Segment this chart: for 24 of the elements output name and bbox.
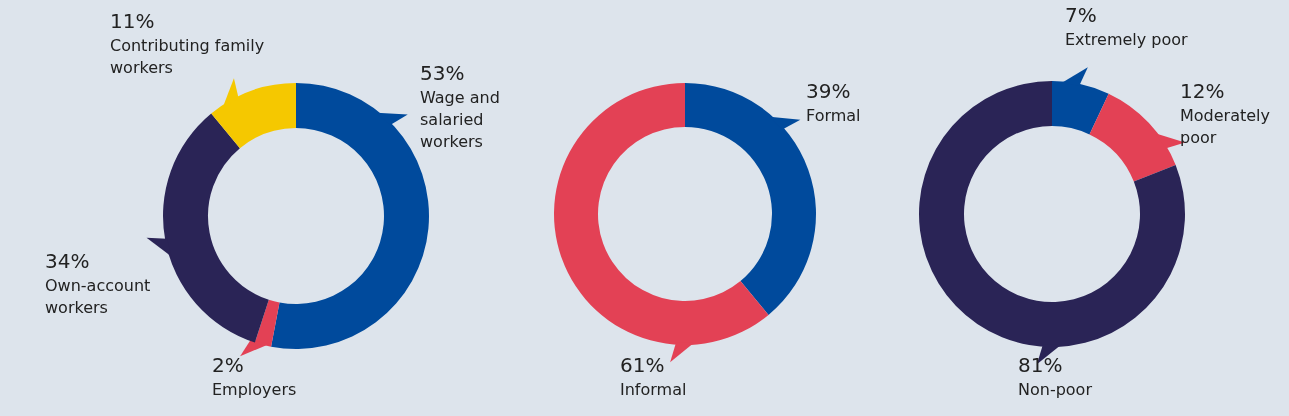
data-label: 39% [806, 79, 851, 103]
data-label: 7% [1065, 3, 1097, 27]
slice-label: Own-account workers [45, 276, 151, 317]
slice-label: Moderately poor [1180, 106, 1271, 147]
donut-slice [1052, 81, 1109, 135]
slice-label: Contributing family workers [110, 36, 265, 77]
legend-label: Wage and salaried workers [420, 88, 500, 151]
slice-label: Extremely poor [1065, 30, 1189, 49]
donut-slice [254, 299, 280, 347]
data-label: 12% [1180, 79, 1225, 103]
donut-slice [163, 113, 269, 343]
legend-label: Non-poor [1018, 380, 1093, 399]
donut-slice [211, 83, 296, 149]
data-label: 11% [110, 9, 155, 33]
donut-slice [1089, 93, 1176, 182]
data-label: 81% [1018, 353, 1063, 377]
data-label: 34% [45, 249, 90, 273]
donut-slice [554, 83, 769, 345]
slice-label: Employers [212, 380, 297, 399]
data-label: 53% [420, 61, 465, 85]
legend-label: Formal [806, 106, 861, 125]
data-label: 61% [620, 353, 665, 377]
slice-label: Informal [620, 380, 687, 399]
data-label: 2% [212, 353, 244, 377]
